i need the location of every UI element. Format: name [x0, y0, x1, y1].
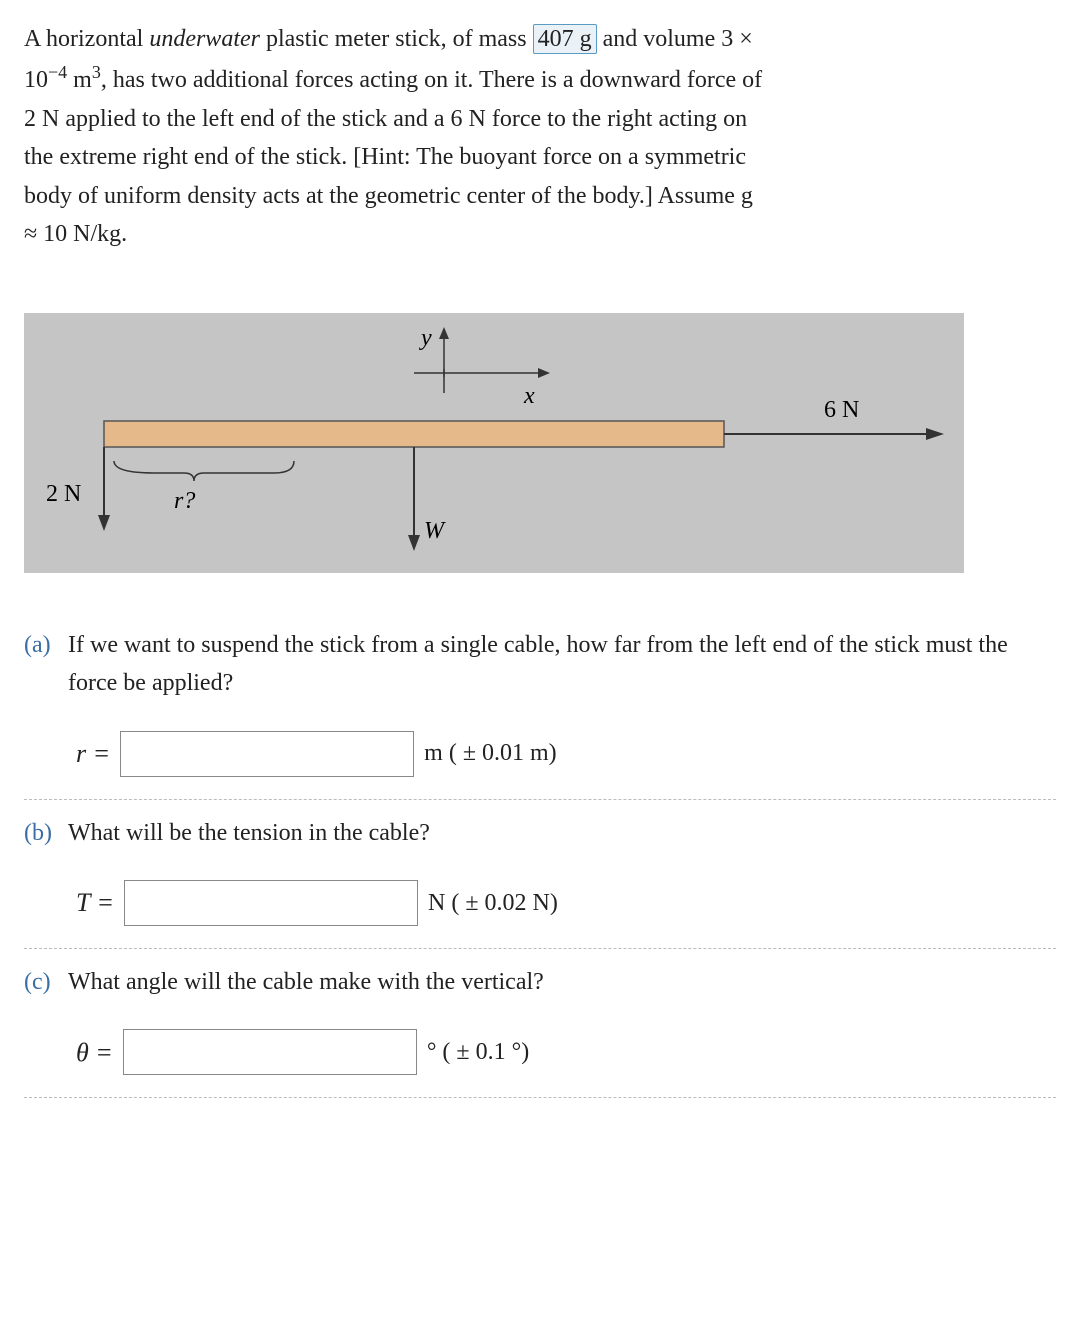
exponent: 3 [92, 62, 101, 82]
divider [24, 1097, 1056, 1098]
unit-r: m ( ± 0.01 m) [424, 734, 557, 772]
x-axis-label: x [523, 383, 535, 409]
var-t: T = [76, 882, 114, 924]
part-b-text: What will be the tension in the cable? [68, 814, 1028, 852]
text: ≈ 10 N/kg. [24, 221, 127, 247]
r-label: r? [174, 488, 195, 514]
unit-t: N ( ± 0.02 N) [428, 884, 558, 922]
text: 2 N applied to the left end of the stick… [24, 106, 747, 132]
problem-statement: A horizontal underwater plastic meter st… [24, 20, 1056, 253]
text: , has two additional forces acting on it… [101, 67, 762, 93]
meter-stick [104, 421, 724, 447]
text: plastic meter stick, of mass [260, 26, 533, 52]
divider [24, 799, 1056, 800]
text: m [67, 67, 92, 93]
part-a: (a) If we want to suspend the stick from… [24, 626, 1056, 703]
input-t[interactable] [124, 880, 418, 926]
part-b-label: (b) [24, 814, 62, 852]
answer-row-c: θ = ° ( ± 0.1 °) [76, 1029, 1056, 1075]
part-c: (c) What angle will the cable make with … [24, 963, 1056, 1001]
exponent: −4 [48, 62, 67, 82]
text: the extreme right end of the stick. [Hin… [24, 144, 746, 170]
mass-highlight: 407 g [533, 24, 597, 54]
part-c-text: What angle will the cable make with the … [68, 963, 1028, 1001]
text: and volume 3 × [597, 26, 753, 52]
part-a-text: If we want to suspend the stick from a s… [68, 626, 1028, 703]
force-2n-label: 2 N [46, 481, 81, 507]
text: 10 [24, 67, 48, 93]
part-a-label: (a) [24, 626, 62, 664]
answer-row-b: T = N ( ± 0.02 N) [76, 880, 1056, 926]
part-c-label: (c) [24, 963, 62, 1001]
text-italic: underwater [149, 26, 260, 52]
answer-row-a: r = m ( ± 0.01 m) [76, 731, 1056, 777]
var-theta: θ = [76, 1032, 113, 1074]
var-r: r = [76, 733, 110, 775]
input-theta[interactable] [123, 1029, 417, 1075]
y-axis-label: y [419, 325, 432, 351]
force-6n-label: 6 N [824, 397, 859, 423]
part-b: (b) What will be the tension in the cabl… [24, 814, 1056, 852]
text: A horizontal [24, 26, 149, 52]
unit-theta: ° ( ± 0.1 °) [427, 1033, 529, 1071]
weight-label: W [424, 518, 446, 544]
divider [24, 948, 1056, 949]
input-r[interactable] [120, 731, 414, 777]
physics-diagram: y x 2 N W 6 N r? [24, 313, 964, 573]
text: body of uniform density acts at the geom… [24, 183, 753, 209]
